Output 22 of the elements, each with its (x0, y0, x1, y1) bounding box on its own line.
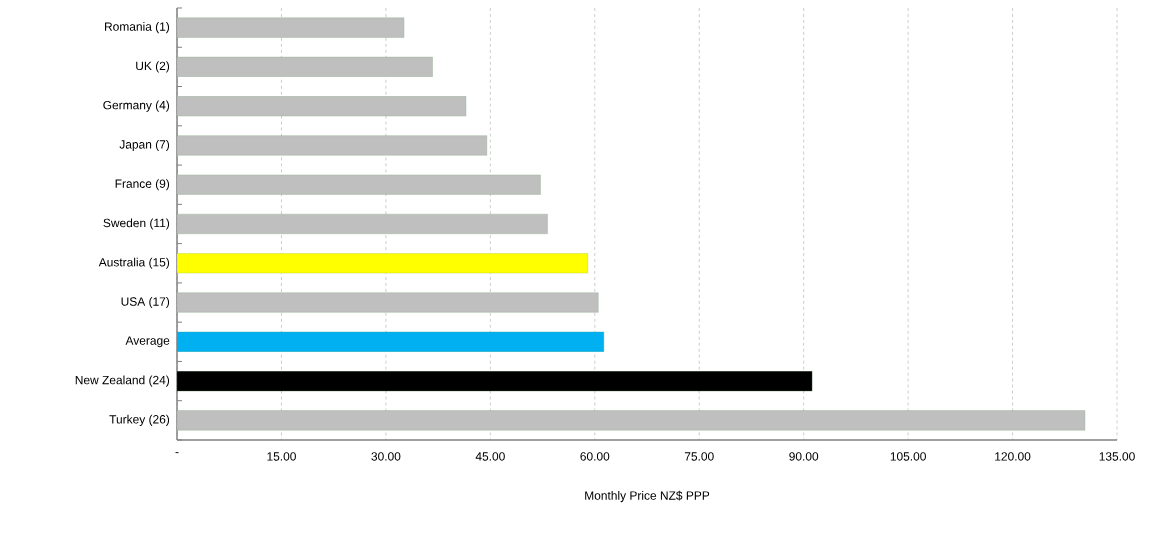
x-tick-label: 60.00 (580, 452, 610, 461)
x-axis-title: Monthly Price NZ$ PPP (585, 490, 710, 503)
x-tick-label: 135.00 (1099, 452, 1135, 461)
y-tick-label: Sweden (11) (103, 218, 170, 230)
y-tick-label: UK (2) (136, 61, 170, 73)
y-tick-label: France (9) (115, 179, 170, 191)
y-tick-label: New Zealand (24) (75, 375, 170, 387)
x-tick-label: 15.00 (267, 452, 296, 461)
y-tick-label: Romania (1) (105, 22, 170, 34)
y-tick-label: Turkey (26) (109, 414, 170, 426)
x-tick-label: 75.00 (684, 452, 714, 461)
y-tick-label: Japan (7) (119, 139, 170, 152)
y-tick-label: Average (125, 336, 170, 348)
x-tick-label: 120.00 (995, 452, 1031, 461)
x-tick-label: 90.00 (789, 452, 819, 461)
y-tick-label: USA (17) (121, 296, 170, 309)
x-tick-label: 30.00 (371, 452, 401, 461)
y-tick-label: Australia (15) (98, 257, 170, 269)
x-tick-label: 105.00 (890, 452, 926, 461)
x-tick-label: 45.00 (475, 452, 505, 461)
x-tick-label: - (175, 452, 179, 454)
y-tick-label: Germany (4) (103, 100, 170, 112)
